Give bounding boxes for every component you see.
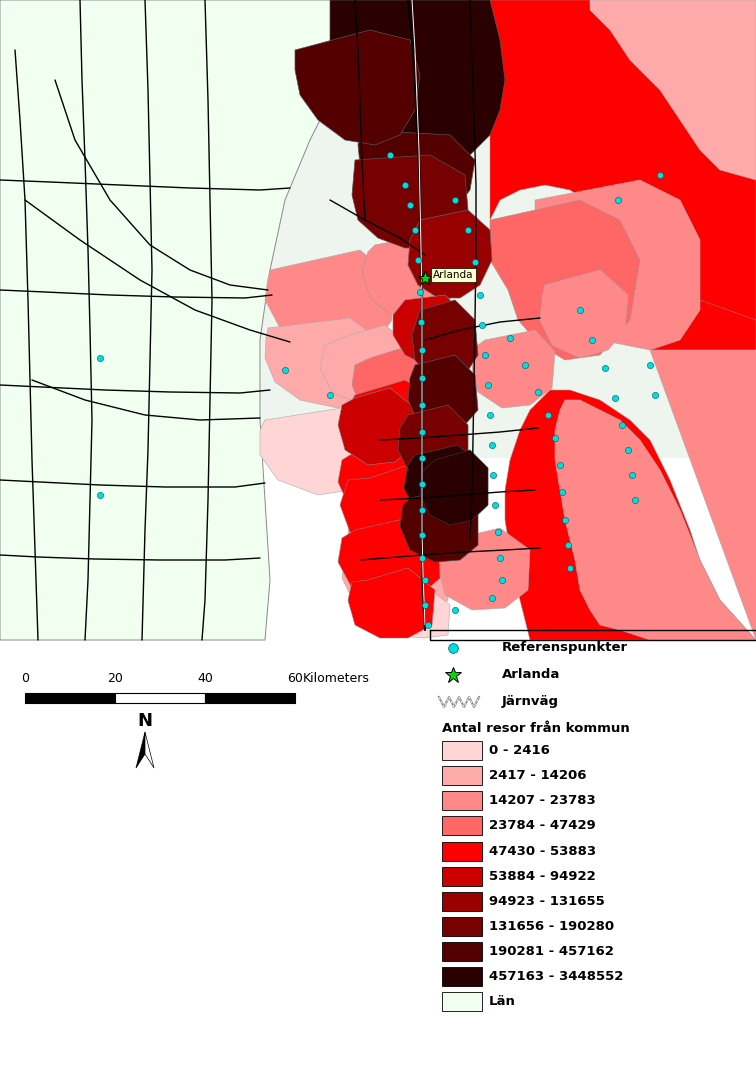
Bar bbox=[442, 892, 482, 911]
Bar bbox=[25, 693, 115, 703]
Bar bbox=[442, 942, 482, 961]
Polygon shape bbox=[490, 200, 640, 360]
Polygon shape bbox=[420, 450, 488, 526]
Polygon shape bbox=[136, 732, 145, 768]
Polygon shape bbox=[265, 250, 392, 353]
Polygon shape bbox=[393, 295, 465, 364]
Polygon shape bbox=[472, 330, 555, 408]
Bar bbox=[115, 693, 205, 703]
Text: 60: 60 bbox=[287, 672, 303, 685]
Text: 0 - 2416: 0 - 2416 bbox=[489, 744, 550, 757]
Text: Järnväg: Järnväg bbox=[502, 695, 559, 708]
Polygon shape bbox=[570, 0, 756, 400]
Text: Referenspunkter: Referenspunkter bbox=[502, 642, 628, 655]
Polygon shape bbox=[330, 0, 505, 165]
Bar bbox=[442, 867, 482, 886]
Polygon shape bbox=[348, 582, 450, 638]
Polygon shape bbox=[342, 542, 448, 620]
Polygon shape bbox=[404, 445, 482, 522]
Text: Antal resor från kommun: Antal resor från kommun bbox=[442, 722, 630, 735]
Bar bbox=[205, 693, 295, 703]
Bar bbox=[0, 0, 756, 458]
Polygon shape bbox=[505, 0, 756, 640]
Text: 457163 - 3448552: 457163 - 3448552 bbox=[489, 970, 624, 984]
Polygon shape bbox=[438, 528, 530, 610]
Polygon shape bbox=[338, 388, 415, 465]
Polygon shape bbox=[590, 0, 756, 180]
Polygon shape bbox=[348, 380, 438, 462]
Polygon shape bbox=[408, 210, 492, 298]
Polygon shape bbox=[535, 180, 700, 350]
Polygon shape bbox=[260, 408, 370, 495]
Polygon shape bbox=[540, 270, 628, 358]
Polygon shape bbox=[398, 405, 468, 480]
Polygon shape bbox=[555, 350, 756, 640]
Text: Arlanda: Arlanda bbox=[433, 270, 473, 280]
Polygon shape bbox=[338, 445, 432, 522]
Polygon shape bbox=[348, 489, 455, 574]
Polygon shape bbox=[340, 465, 435, 548]
Polygon shape bbox=[145, 732, 154, 768]
Polygon shape bbox=[338, 518, 440, 602]
Polygon shape bbox=[362, 235, 458, 318]
Text: 23784 - 47429: 23784 - 47429 bbox=[489, 819, 596, 832]
Text: 47430 - 53883: 47430 - 53883 bbox=[489, 844, 596, 857]
Polygon shape bbox=[348, 568, 435, 638]
Text: Arlanda: Arlanda bbox=[502, 668, 560, 681]
Polygon shape bbox=[412, 300, 478, 382]
Text: Län: Län bbox=[489, 996, 516, 1009]
Polygon shape bbox=[0, 0, 360, 640]
Text: Kilometers: Kilometers bbox=[303, 672, 370, 685]
Polygon shape bbox=[352, 345, 435, 422]
Bar bbox=[442, 992, 482, 1011]
Polygon shape bbox=[408, 355, 478, 432]
Bar bbox=[442, 917, 482, 936]
Text: 131656 - 190280: 131656 - 190280 bbox=[489, 919, 614, 932]
Bar bbox=[442, 791, 482, 811]
Polygon shape bbox=[400, 489, 478, 562]
Bar bbox=[442, 841, 482, 861]
Polygon shape bbox=[295, 30, 420, 145]
Text: 14207 - 23783: 14207 - 23783 bbox=[489, 794, 596, 807]
Text: N: N bbox=[138, 712, 153, 730]
Polygon shape bbox=[320, 325, 412, 405]
Text: 53884 - 94922: 53884 - 94922 bbox=[489, 869, 596, 882]
Bar bbox=[442, 766, 482, 786]
Bar bbox=[442, 741, 482, 761]
Polygon shape bbox=[358, 129, 475, 220]
Bar bbox=[442, 816, 482, 836]
Text: 0: 0 bbox=[21, 672, 29, 685]
Polygon shape bbox=[490, 0, 756, 320]
Text: 40: 40 bbox=[197, 672, 213, 685]
Text: 2417 - 14206: 2417 - 14206 bbox=[489, 769, 587, 782]
Bar bbox=[442, 967, 482, 986]
Text: 190281 - 457162: 190281 - 457162 bbox=[489, 945, 614, 957]
Polygon shape bbox=[352, 154, 468, 248]
Polygon shape bbox=[265, 318, 382, 408]
Text: 20: 20 bbox=[107, 672, 123, 685]
Text: 94923 - 131655: 94923 - 131655 bbox=[489, 894, 605, 907]
